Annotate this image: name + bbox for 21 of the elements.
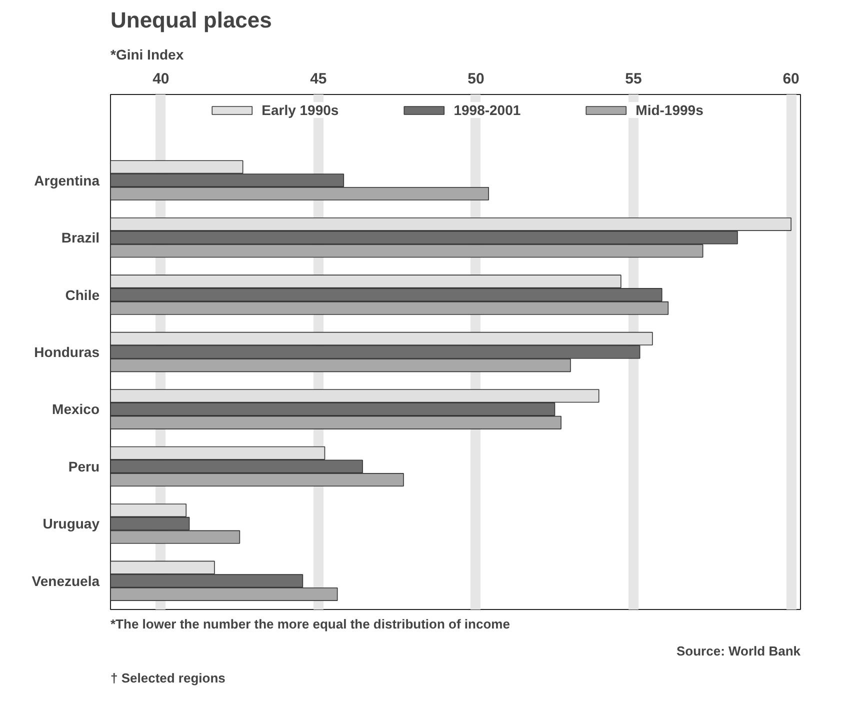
x-tick-label: 40 [152,70,170,88]
legend-label: Early 1990s [262,102,339,118]
legend-label: Mid-1999s [636,102,704,118]
source-note: Source: World Bank [676,644,802,658]
y-tick-label: Venezuela [32,572,100,589]
y-tick-label: Chile [65,286,100,303]
legend-label: 1998-2001 [454,102,521,118]
x-tick-label: 60 [782,70,800,88]
y-tick-label: Mexico [52,401,100,418]
text: † Selected regions [110,670,226,686]
y-tick-label: Uruguay [42,516,100,532]
y-tick-label: Brazil [61,230,100,246]
text: *The lower the number the more equal the distribution of income [110,616,510,632]
x-tick-label: 50 [468,70,484,88]
y-tick-label: Peru [68,458,100,474]
y-tick-label: Argentina [34,172,100,188]
chart-subtitle: *Gini Index [110,46,184,62]
x-tick-label: 55 [625,70,642,88]
x-tick-label: 45 [310,70,327,88]
y-tick-label: Honduras [34,344,100,360]
chart-title: Unequal places [110,8,272,32]
